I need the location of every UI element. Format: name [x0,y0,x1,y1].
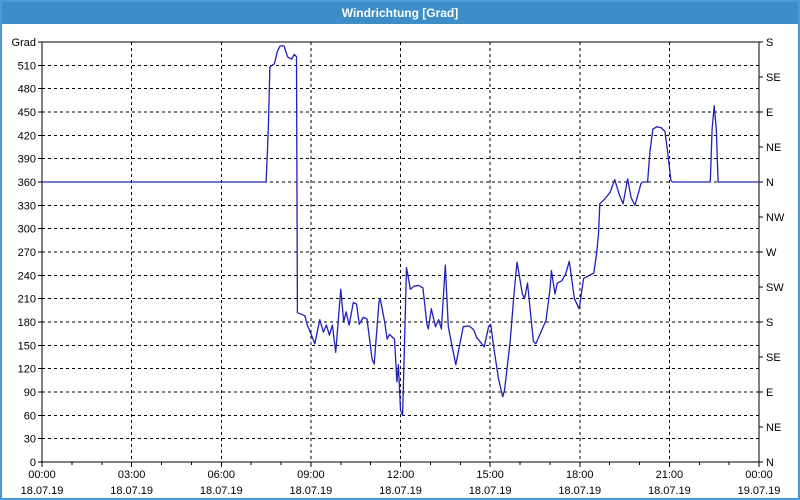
series-line [42,45,759,416]
y-left-label: 300 [18,224,36,236]
y-left-label: 210 [18,294,36,306]
y-left-label: 30 [24,434,36,446]
y-left-label: 60 [24,410,36,422]
x-date-label: 18.07.19 [558,485,601,497]
x-time-label: 03:00 [118,469,146,481]
axis-labels: Grad510480450420390360330300270240210180… [12,37,785,497]
y-left-label: 330 [18,200,36,212]
x-time-label: 00:00 [745,469,773,481]
y-left-label: 270 [18,247,36,259]
y-right-label: N [766,457,774,469]
x-time-label: 00:00 [28,469,56,481]
x-date-label: 18.07.19 [289,485,332,497]
y-left-label: 150 [18,340,36,352]
y-right-label: SE [766,72,781,84]
y-right-label: W [766,247,777,259]
gridlines [42,42,759,462]
x-time-label: 21:00 [656,469,684,481]
x-time-label: 18:00 [566,469,594,481]
y-left-label: 0 [30,457,36,469]
x-time-label: 06:00 [207,469,235,481]
y-left-label: 480 [18,84,36,96]
x-date-label: 18.07.19 [21,485,64,497]
window-title: Windrichtung [Grad] [341,6,459,20]
y-right-label: NE [766,142,781,154]
y-right-label: SW [766,282,784,294]
y-right-label: SE [766,352,781,364]
y-left-label: Grad [12,37,36,49]
plot-border [41,41,760,463]
y-right-label: S [766,317,773,329]
y-right-label: E [766,387,773,399]
y-right-label: NE [766,422,781,434]
plot-frame [41,41,760,463]
y-left-label: 360 [18,177,36,189]
y-left-label: 510 [18,60,36,72]
x-date-label: 18.07.19 [469,485,512,497]
y-right-label: S [766,37,773,49]
y-left-label: 240 [18,270,36,282]
y-left-label: 120 [18,364,36,376]
chart-canvas: Grad510480450420390360330300270240210180… [12,37,785,497]
y-right-label: N [766,177,774,189]
x-date-label: 18.07.19 [110,485,153,497]
y-right-label: E [766,107,773,119]
x-time-label: 15:00 [476,469,504,481]
y-right-label: NW [766,212,785,224]
x-time-label: 09:00 [297,469,325,481]
x-time-label: 12:00 [387,469,415,481]
y-left-label: 180 [18,317,36,329]
y-left-label: 90 [24,387,36,399]
y-left-label: 420 [18,130,36,142]
x-date-label: 18.07.19 [200,485,243,497]
y-left-label: 450 [18,107,36,119]
x-date-label: 18.07.19 [379,485,422,497]
x-date-label: 18.07.19 [648,485,691,497]
y-left-label: 390 [18,154,36,166]
wind-direction-series [42,45,759,416]
window-title-bar: Windrichtung [Grad] [2,2,798,24]
x-date-label: 19.07.19 [738,485,781,497]
